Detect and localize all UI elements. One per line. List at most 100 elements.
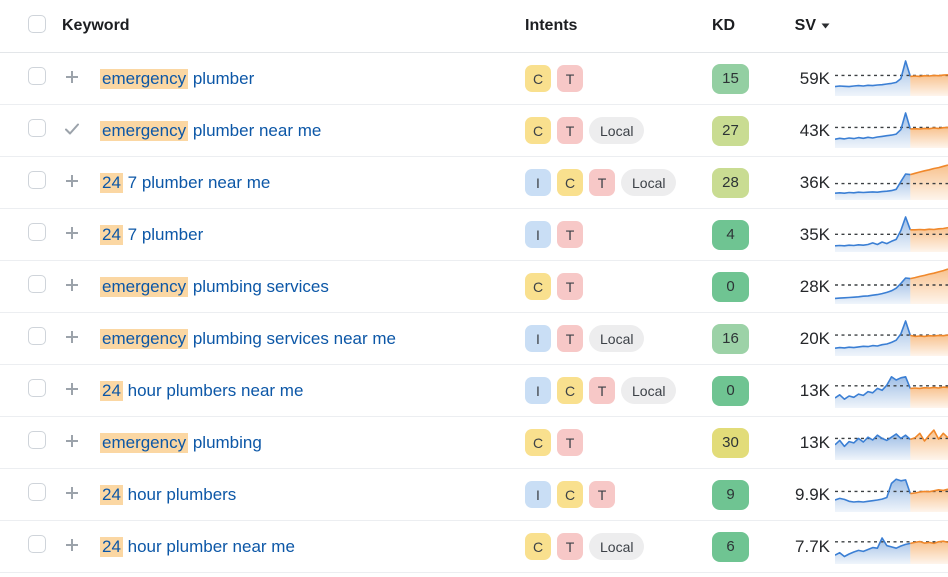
keyword-rest: 7 plumber (122, 224, 204, 244)
add-keyword-button[interactable] (62, 483, 82, 503)
select-all-checkbox[interactable] (28, 14, 46, 33)
keyword-link[interactable]: emergency plumbing services near me (100, 328, 396, 349)
row-checkbox[interactable] (28, 379, 46, 397)
add-keyword-button[interactable] (62, 379, 82, 399)
table-row: emergency plumber near me C T Local 27 43K (0, 105, 948, 157)
sv-trend-sparkline (834, 164, 948, 200)
add-keyword-button[interactable] (62, 171, 82, 191)
column-header-intents: Intents (525, 17, 578, 34)
row-checkbox[interactable] (28, 67, 46, 85)
kd-badge: 30 (712, 427, 749, 458)
keyword-link[interactable]: emergency plumbing (100, 432, 262, 453)
sv-trend-sparkline (834, 429, 948, 460)
keyword-highlight: emergency (100, 120, 189, 141)
plus-icon (66, 434, 78, 447)
keyword-rest: 7 plumber near me (122, 172, 271, 192)
table-body: emergency plumber C T 15 59K emergency plumbe… (0, 53, 948, 573)
kd-badge: 6 (712, 531, 749, 562)
add-keyword-button[interactable] (62, 223, 82, 243)
keyword-link[interactable]: 24 7 plumber (100, 224, 204, 245)
plus-icon (66, 382, 78, 395)
sv-trend-sparkline (834, 478, 948, 512)
keyword-rest: hour plumbers near me (122, 380, 304, 400)
keyword-rest: hour plumbers (122, 484, 237, 504)
keyword-highlight: 24 (100, 536, 123, 557)
row-checkbox[interactable] (28, 119, 46, 137)
keyword-link[interactable]: emergency plumber (100, 68, 255, 89)
sv-trend-sparkline (834, 320, 948, 356)
intent-badge-local: Local (589, 325, 645, 352)
kd-badge: 0 (712, 375, 749, 406)
column-header-kd[interactable]: KD (712, 17, 736, 34)
intent-badge-t: T (557, 533, 583, 560)
keyword-rest: hour plumber near me (122, 536, 295, 556)
intent-badge-c: C (557, 377, 583, 404)
keyword-highlight: 24 (100, 380, 123, 401)
add-keyword-button[interactable] (62, 67, 82, 87)
keyword-link[interactable]: 24 hour plumbers (100, 484, 237, 505)
add-keyword-button[interactable] (62, 431, 82, 451)
column-header-keyword: Keyword (62, 17, 130, 34)
table-row: emergency plumbing C T 30 13K (0, 417, 948, 469)
row-checkbox[interactable] (28, 535, 46, 553)
table-row: emergency plumbing services C T 0 28K (0, 261, 948, 313)
intent-badge-i: I (525, 325, 551, 352)
intent-badge-t: T (557, 117, 583, 144)
table-row: 24 7 plumber I T 4 35K (0, 209, 948, 261)
search-volume-value: 9.9K (795, 484, 830, 504)
kd-badge: 15 (712, 63, 749, 94)
search-volume-value: 43K (799, 120, 830, 140)
plus-icon (66, 278, 78, 291)
intent-badge-local: Local (589, 117, 645, 144)
keyword-link[interactable]: 24 7 plumber near me (100, 172, 271, 193)
intent-badge-t: T (557, 325, 583, 352)
keyword-rest: plumbing services near me (188, 328, 396, 348)
row-checkbox[interactable] (28, 483, 46, 501)
keyword-rest: plumber (188, 68, 255, 88)
intent-badge-t: T (557, 65, 583, 92)
intent-badge-c: C (525, 533, 551, 560)
sv-trend-sparkline (834, 376, 948, 408)
add-keyword-button[interactable] (62, 275, 82, 295)
intents-cell: I T Local (525, 325, 710, 352)
column-header-sv[interactable]: SV (795, 17, 830, 35)
add-keyword-button[interactable] (62, 535, 82, 555)
added-check-button[interactable] (62, 119, 82, 139)
sv-trend-sparkline (834, 268, 948, 304)
row-checkbox[interactable] (28, 327, 46, 345)
keyword-link[interactable]: 24 hour plumbers near me (100, 380, 304, 401)
intent-badge-c: C (525, 273, 551, 300)
search-volume-value: 28K (799, 276, 830, 296)
kd-badge: 9 (712, 479, 749, 510)
row-checkbox[interactable] (28, 223, 46, 241)
keyword-rest: plumber near me (188, 120, 322, 140)
intent-badge-i: I (525, 169, 551, 196)
intent-badge-local: Local (621, 377, 677, 404)
keyword-highlight: emergency (100, 276, 189, 297)
intents-cell: C T Local (525, 533, 710, 560)
keyword-highlight: emergency (100, 68, 189, 89)
kd-badge: 27 (712, 115, 749, 146)
table-row: emergency plumbing services near me I T Loc… (0, 313, 948, 365)
intents-cell: C T Local (525, 117, 710, 144)
keyword-highlight: emergency (100, 432, 189, 453)
intent-badge-t: T (557, 273, 583, 300)
add-keyword-button[interactable] (62, 327, 82, 347)
keyword-link[interactable]: 24 hour plumber near me (100, 536, 295, 557)
search-volume-value: 13K (799, 432, 830, 452)
kd-badge: 0 (712, 271, 749, 302)
row-checkbox[interactable] (28, 171, 46, 189)
keyword-link[interactable]: emergency plumbing services (100, 276, 329, 297)
table-row: 24 hour plumber near me C T Local 6 7.7K (0, 521, 948, 573)
intent-badge-c: C (525, 117, 551, 144)
row-checkbox[interactable] (28, 431, 46, 449)
intent-badge-t: T (557, 429, 583, 456)
row-checkbox[interactable] (28, 275, 46, 293)
table-row: 24 hour plumbers near me I C T Local 0 13K (0, 365, 948, 417)
table-row: 24 7 plumber near me I C T Local 28 36K (0, 157, 948, 209)
search-volume-value: 59K (799, 68, 830, 88)
keyword-link[interactable]: emergency plumber near me (100, 120, 322, 141)
